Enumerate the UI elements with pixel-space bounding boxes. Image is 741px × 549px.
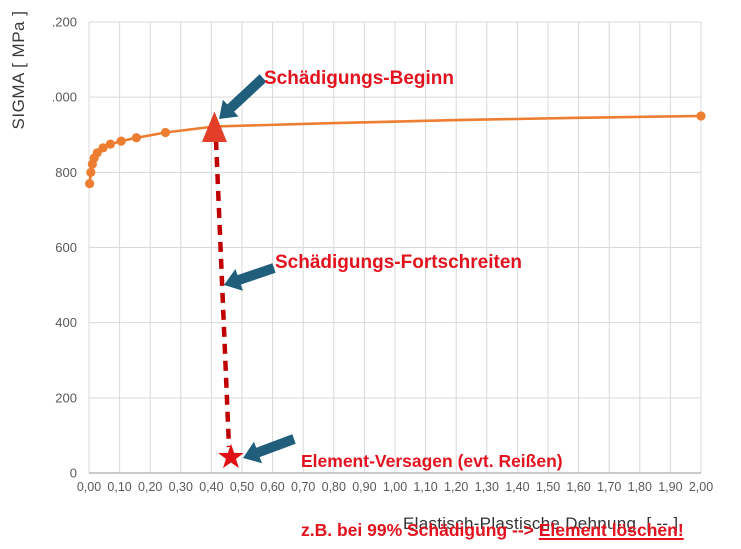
data-point-marker [696,111,706,121]
y-tick-label: 200 [55,390,77,405]
x-tick-label: 2,00 [689,480,713,494]
pointer-arrow-element-failure-icon [243,434,296,464]
x-tick-label: 1,00 [383,480,407,494]
x-tick-label: 1,70 [597,480,621,494]
data-point-marker [105,139,116,149]
x-tick-label: 1,80 [628,480,652,494]
x-tick-label: 1,10 [413,480,437,494]
data-point-marker [160,127,171,138]
x-tick-label: 0,00 [77,480,101,494]
x-tick-label: 1,20 [444,480,468,494]
x-tick-label: 1,90 [658,480,682,494]
element-failure-star-marker [218,443,244,469]
x-tick-label: 0,90 [352,480,376,494]
data-point-marker [116,136,126,146]
x-tick-label: 0,50 [230,480,254,494]
data-point-marker [86,167,96,177]
damage-progression-dashed-line [213,139,232,448]
pointer-arrow-damage-progression-icon [224,263,276,291]
x-tick-label: 0,20 [138,480,162,494]
x-tick-label: 1,40 [505,480,529,494]
x-tick-label: 1,50 [536,480,560,494]
data-point-marker [131,133,142,143]
x-tick-label: 0,70 [291,480,315,494]
y-tick-label: 400 [55,315,77,330]
y-tick-label: .000 [52,90,77,105]
y-tick-label: 800 [55,165,77,180]
x-tick-label: 1,30 [475,480,499,494]
damage-initiation-triangle-marker [201,111,227,142]
x-tick-label: 0,60 [260,480,284,494]
x-tick-label: 0,80 [322,480,346,494]
pointer-arrow-damage-initiation-icon [219,74,267,119]
y-tick-label: 0 [70,466,77,481]
data-point-marker [98,143,108,153]
y-tick-label: 600 [55,240,77,255]
data-point-marker [85,179,95,189]
x-tick-label: 0,30 [169,480,193,494]
x-tick-label: 1,60 [566,480,590,494]
y-tick-label: .200 [52,15,77,30]
x-tick-label: 0,10 [107,480,131,494]
x-tick-label: 0,40 [199,480,223,494]
